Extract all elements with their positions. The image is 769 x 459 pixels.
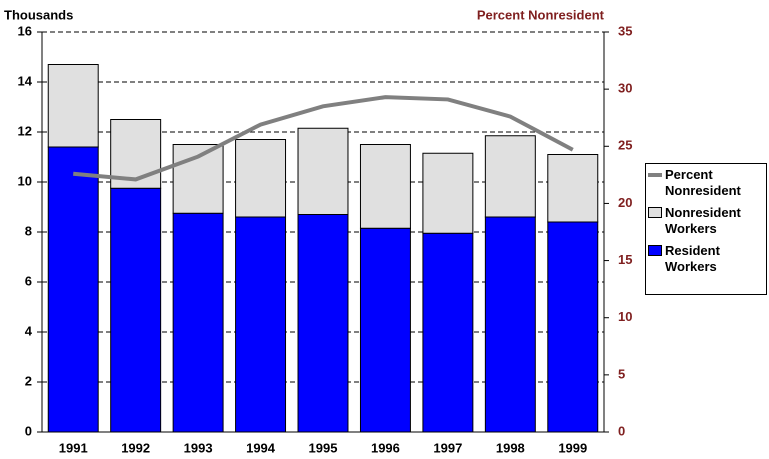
y-tick-label: 16 <box>18 23 32 38</box>
bar-segment <box>297 214 349 433</box>
y2-tick-label: 10 <box>618 309 632 324</box>
legend-swatch <box>648 173 662 177</box>
legend-label: Nonresident Workers <box>665 205 741 236</box>
bar-segment <box>359 144 411 229</box>
bar-segment <box>172 212 224 433</box>
y2-axis-label: Percent Nonresident <box>477 7 605 22</box>
x-tick-label: 1998 <box>496 440 525 455</box>
y-tick-label: 10 <box>18 173 32 188</box>
x-tick-label: 1999 <box>558 440 587 455</box>
x-tick-label: 1994 <box>246 440 276 455</box>
bar-segment <box>47 64 99 148</box>
bar-segment <box>484 135 536 218</box>
bar-segment <box>235 139 287 218</box>
y2-tick-label: 20 <box>618 195 632 210</box>
x-tick-label: 1995 <box>309 440 338 455</box>
legend-label: Resident Workers <box>665 243 720 274</box>
legend-label: Percent Nonresident <box>665 167 741 198</box>
bar-segment <box>47 146 99 433</box>
y-tick-label: 6 <box>25 273 32 288</box>
y-tick-label: 0 <box>25 423 32 438</box>
bar-segment <box>422 232 474 433</box>
legend-item: Resident Workers <box>648 243 766 275</box>
legend-item: Percent Nonresident <box>648 167 766 199</box>
y2-tick-label: 35 <box>618 23 632 38</box>
y-tick-label: 14 <box>18 73 33 88</box>
bar-segment <box>484 216 536 433</box>
legend: Percent Nonresident Nonresident Workers Re… <box>645 163 767 295</box>
x-tick-label: 1996 <box>371 440 400 455</box>
y-tick-label: 2 <box>25 373 32 388</box>
line-series <box>73 95 574 182</box>
y2-tick-label: 30 <box>618 81 632 96</box>
bar-segment <box>547 221 599 433</box>
y-axis-label: Thousands <box>4 7 73 22</box>
legend-item: Nonresident Workers <box>648 205 766 237</box>
y-tick-label: 8 <box>25 223 32 238</box>
y-tick-label: 12 <box>18 123 32 138</box>
bar-segment <box>359 227 411 433</box>
bar-segment <box>110 187 162 433</box>
bar-segment <box>547 154 599 223</box>
legend-swatch <box>648 245 662 256</box>
y2-tick-label: 25 <box>618 138 632 153</box>
legend-swatch <box>648 207 662 218</box>
x-tick-label: 1992 <box>121 440 150 455</box>
y-tick-label: 4 <box>25 323 33 338</box>
y2-tick-label: 5 <box>618 366 625 381</box>
x-tick-label: 1991 <box>59 440 88 455</box>
bar-segment <box>422 152 474 234</box>
y2-tick-label: 0 <box>618 423 625 438</box>
x-tick-label: 1993 <box>184 440 213 455</box>
bar-segment <box>235 216 287 433</box>
bar-segment <box>297 127 349 215</box>
y2-tick-label: 15 <box>618 252 632 267</box>
x-tick-label: 1997 <box>433 440 462 455</box>
